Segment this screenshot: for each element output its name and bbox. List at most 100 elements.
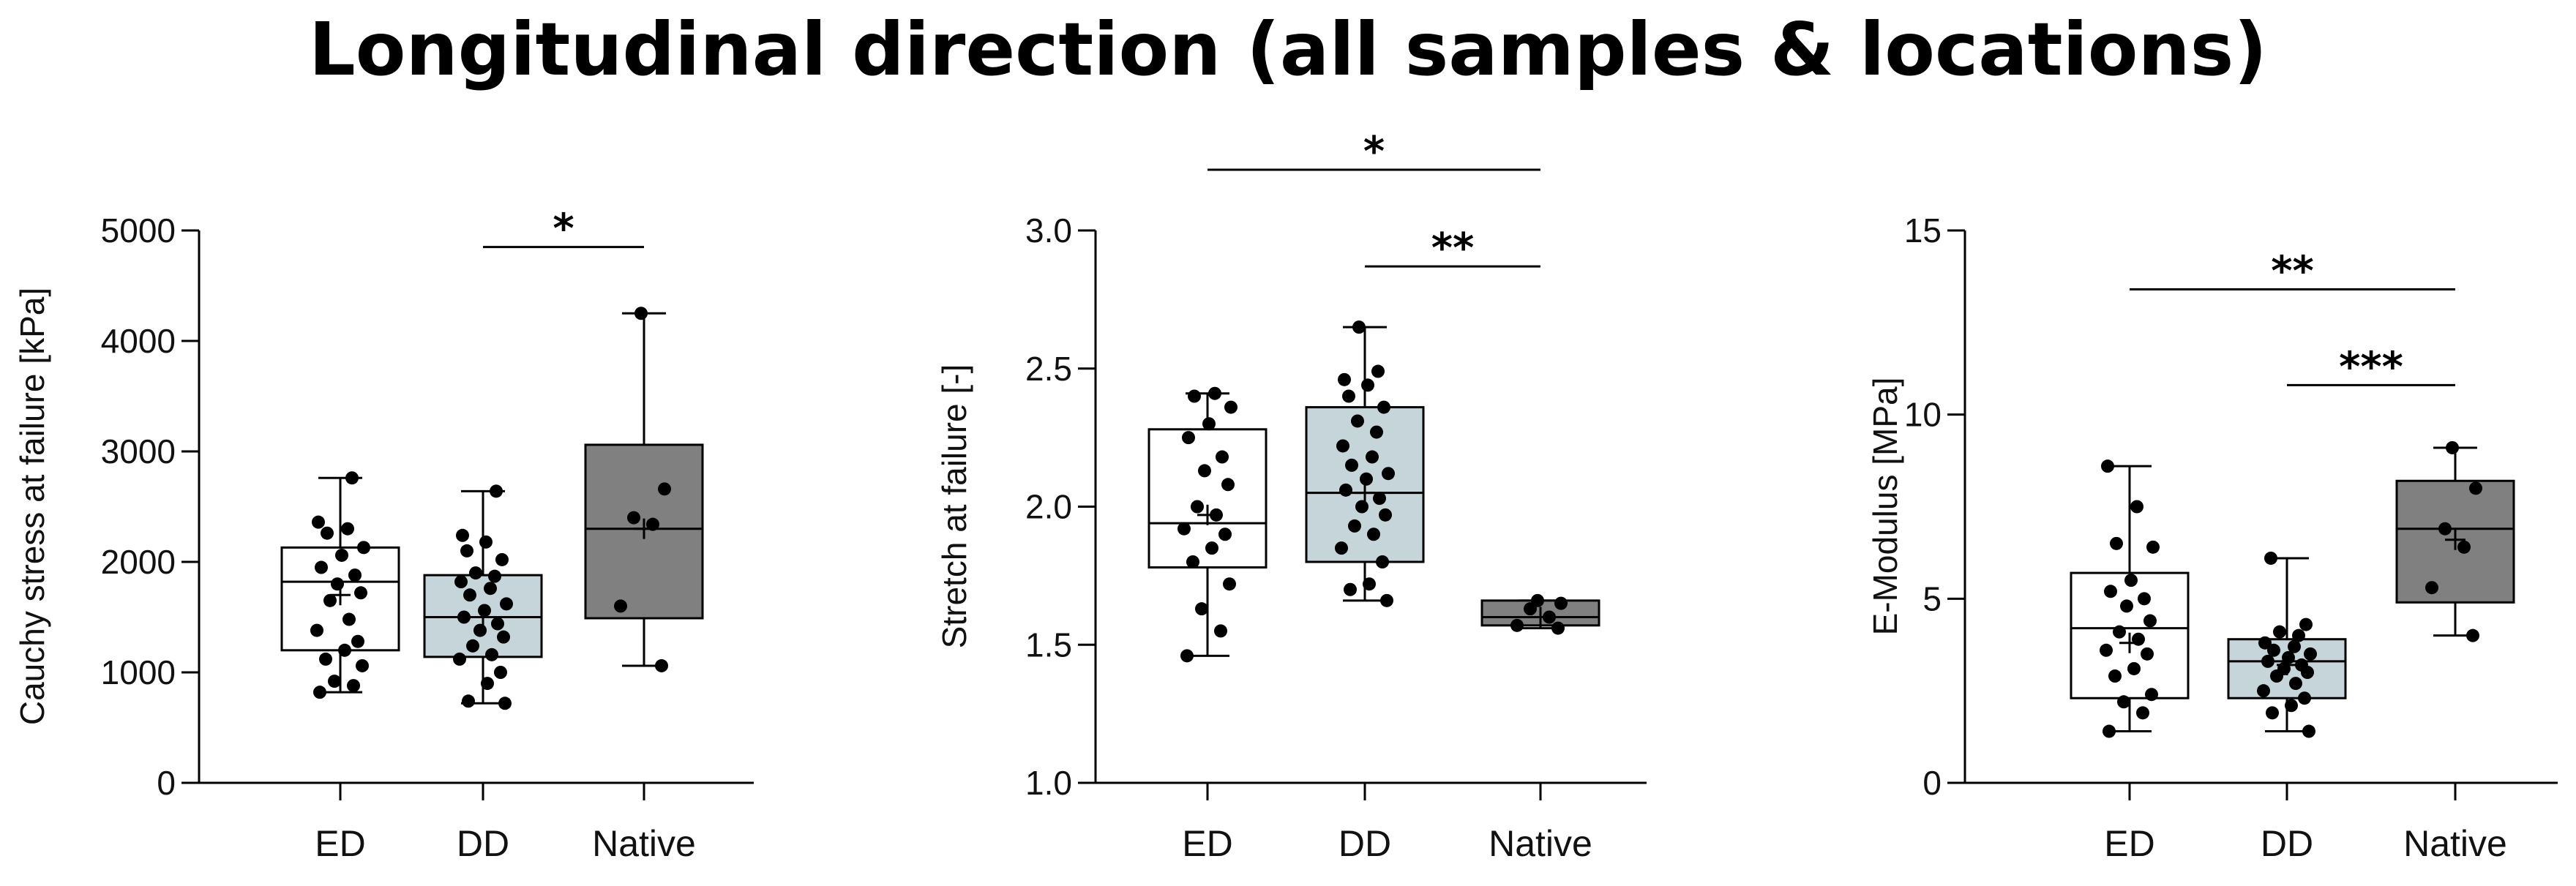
data-point bbox=[1379, 508, 1392, 522]
data-point bbox=[2141, 647, 2154, 661]
data-point bbox=[457, 610, 471, 624]
data-point bbox=[331, 577, 344, 591]
y-tick-label: 2000 bbox=[101, 543, 176, 581]
data-point bbox=[2292, 628, 2305, 642]
data-point bbox=[463, 588, 476, 602]
y-tick-label: 1000 bbox=[101, 653, 176, 691]
data-point bbox=[2130, 500, 2143, 514]
data-point bbox=[354, 586, 367, 600]
y-tick-label: 3000 bbox=[101, 432, 176, 470]
y-axis-title: Cauchy stress at failure [kPa] bbox=[13, 288, 51, 725]
data-point bbox=[313, 686, 326, 699]
data-point bbox=[1221, 478, 1235, 492]
data-point bbox=[646, 517, 659, 531]
data-point bbox=[1360, 472, 1373, 486]
data-point bbox=[2438, 522, 2452, 536]
data-point bbox=[1363, 577, 1376, 591]
figure-title: Longitudinal direction (all samples & lo… bbox=[309, 7, 2267, 92]
y-tick-label: 5000 bbox=[101, 211, 176, 249]
data-point bbox=[634, 307, 648, 320]
chart-panel-1: 0 1000 2000 3000 4000 5000 Cauchy stress at fa… bbox=[13, 206, 754, 864]
data-point bbox=[456, 528, 469, 542]
data-point bbox=[2110, 536, 2123, 550]
data-point bbox=[614, 599, 627, 613]
data-point bbox=[1186, 555, 1199, 568]
data-point bbox=[1370, 425, 1383, 439]
data-point bbox=[478, 604, 491, 617]
data-point bbox=[1531, 593, 1544, 607]
data-point bbox=[319, 652, 332, 666]
data-point bbox=[348, 568, 362, 582]
data-point bbox=[2143, 614, 2157, 628]
data-point bbox=[2266, 706, 2279, 720]
data-point bbox=[1361, 378, 1374, 392]
data-point bbox=[485, 647, 498, 661]
data-point bbox=[2457, 540, 2471, 554]
data-point bbox=[2127, 661, 2141, 675]
data-point bbox=[345, 471, 359, 485]
data-point bbox=[469, 566, 482, 580]
box-native bbox=[2395, 440, 2515, 642]
data-point bbox=[2277, 661, 2291, 675]
data-point bbox=[1208, 386, 1221, 400]
data-point bbox=[460, 544, 473, 557]
data-point bbox=[2120, 599, 2133, 613]
data-point bbox=[328, 675, 341, 688]
box-dd bbox=[423, 484, 543, 710]
data-point bbox=[2104, 585, 2117, 598]
data-point bbox=[1342, 389, 1355, 403]
data-point bbox=[2101, 459, 2114, 473]
data-point bbox=[1371, 364, 1385, 378]
data-point bbox=[341, 522, 354, 536]
data-point bbox=[498, 697, 512, 710]
data-point bbox=[466, 639, 479, 653]
data-point bbox=[2100, 643, 2113, 657]
data-point bbox=[1345, 458, 1358, 472]
data-point bbox=[488, 569, 501, 583]
data-point bbox=[1366, 450, 1379, 464]
data-point bbox=[481, 677, 494, 691]
data-point bbox=[1373, 492, 1386, 506]
data-point bbox=[2446, 440, 2459, 454]
data-point bbox=[490, 484, 503, 498]
data-point bbox=[2267, 643, 2280, 657]
data-point bbox=[351, 634, 364, 648]
data-point bbox=[454, 575, 468, 589]
x-tick-label-ed: ED bbox=[315, 823, 365, 864]
x-tick-label-ed: ED bbox=[2104, 823, 2154, 864]
y-axis-title: Stretch at failure [-] bbox=[935, 364, 973, 649]
data-point bbox=[1336, 439, 1349, 453]
data-point bbox=[2285, 699, 2298, 713]
data-point bbox=[1335, 541, 1348, 555]
data-point bbox=[1351, 414, 1364, 428]
data-point bbox=[321, 526, 334, 540]
data-point bbox=[1223, 577, 1236, 591]
y-tick-label: 2.0 bbox=[1025, 488, 1072, 526]
data-point bbox=[484, 582, 497, 596]
data-point bbox=[2304, 647, 2317, 661]
data-point bbox=[315, 560, 328, 574]
data-point bbox=[347, 679, 360, 693]
data-point bbox=[2117, 695, 2130, 709]
data-point bbox=[2146, 540, 2160, 554]
data-point bbox=[500, 597, 513, 611]
data-point bbox=[2425, 581, 2438, 595]
data-point bbox=[2261, 654, 2274, 668]
data-point bbox=[1344, 582, 1357, 596]
data-point bbox=[1551, 621, 1565, 635]
y-tick-label: 10 bbox=[1904, 396, 1942, 434]
box-dd bbox=[1305, 320, 1425, 607]
significance-label: * bbox=[553, 206, 574, 253]
data-point bbox=[2264, 551, 2277, 565]
data-point bbox=[1339, 483, 1352, 497]
box-ed bbox=[1147, 386, 1268, 663]
data-point bbox=[1202, 417, 1216, 431]
data-point bbox=[2103, 724, 2116, 738]
box-ed bbox=[2070, 459, 2190, 738]
data-point bbox=[1355, 500, 1368, 514]
data-point bbox=[342, 612, 356, 626]
x-tick-label-native: Native bbox=[2403, 823, 2507, 864]
data-point bbox=[1338, 372, 1351, 386]
